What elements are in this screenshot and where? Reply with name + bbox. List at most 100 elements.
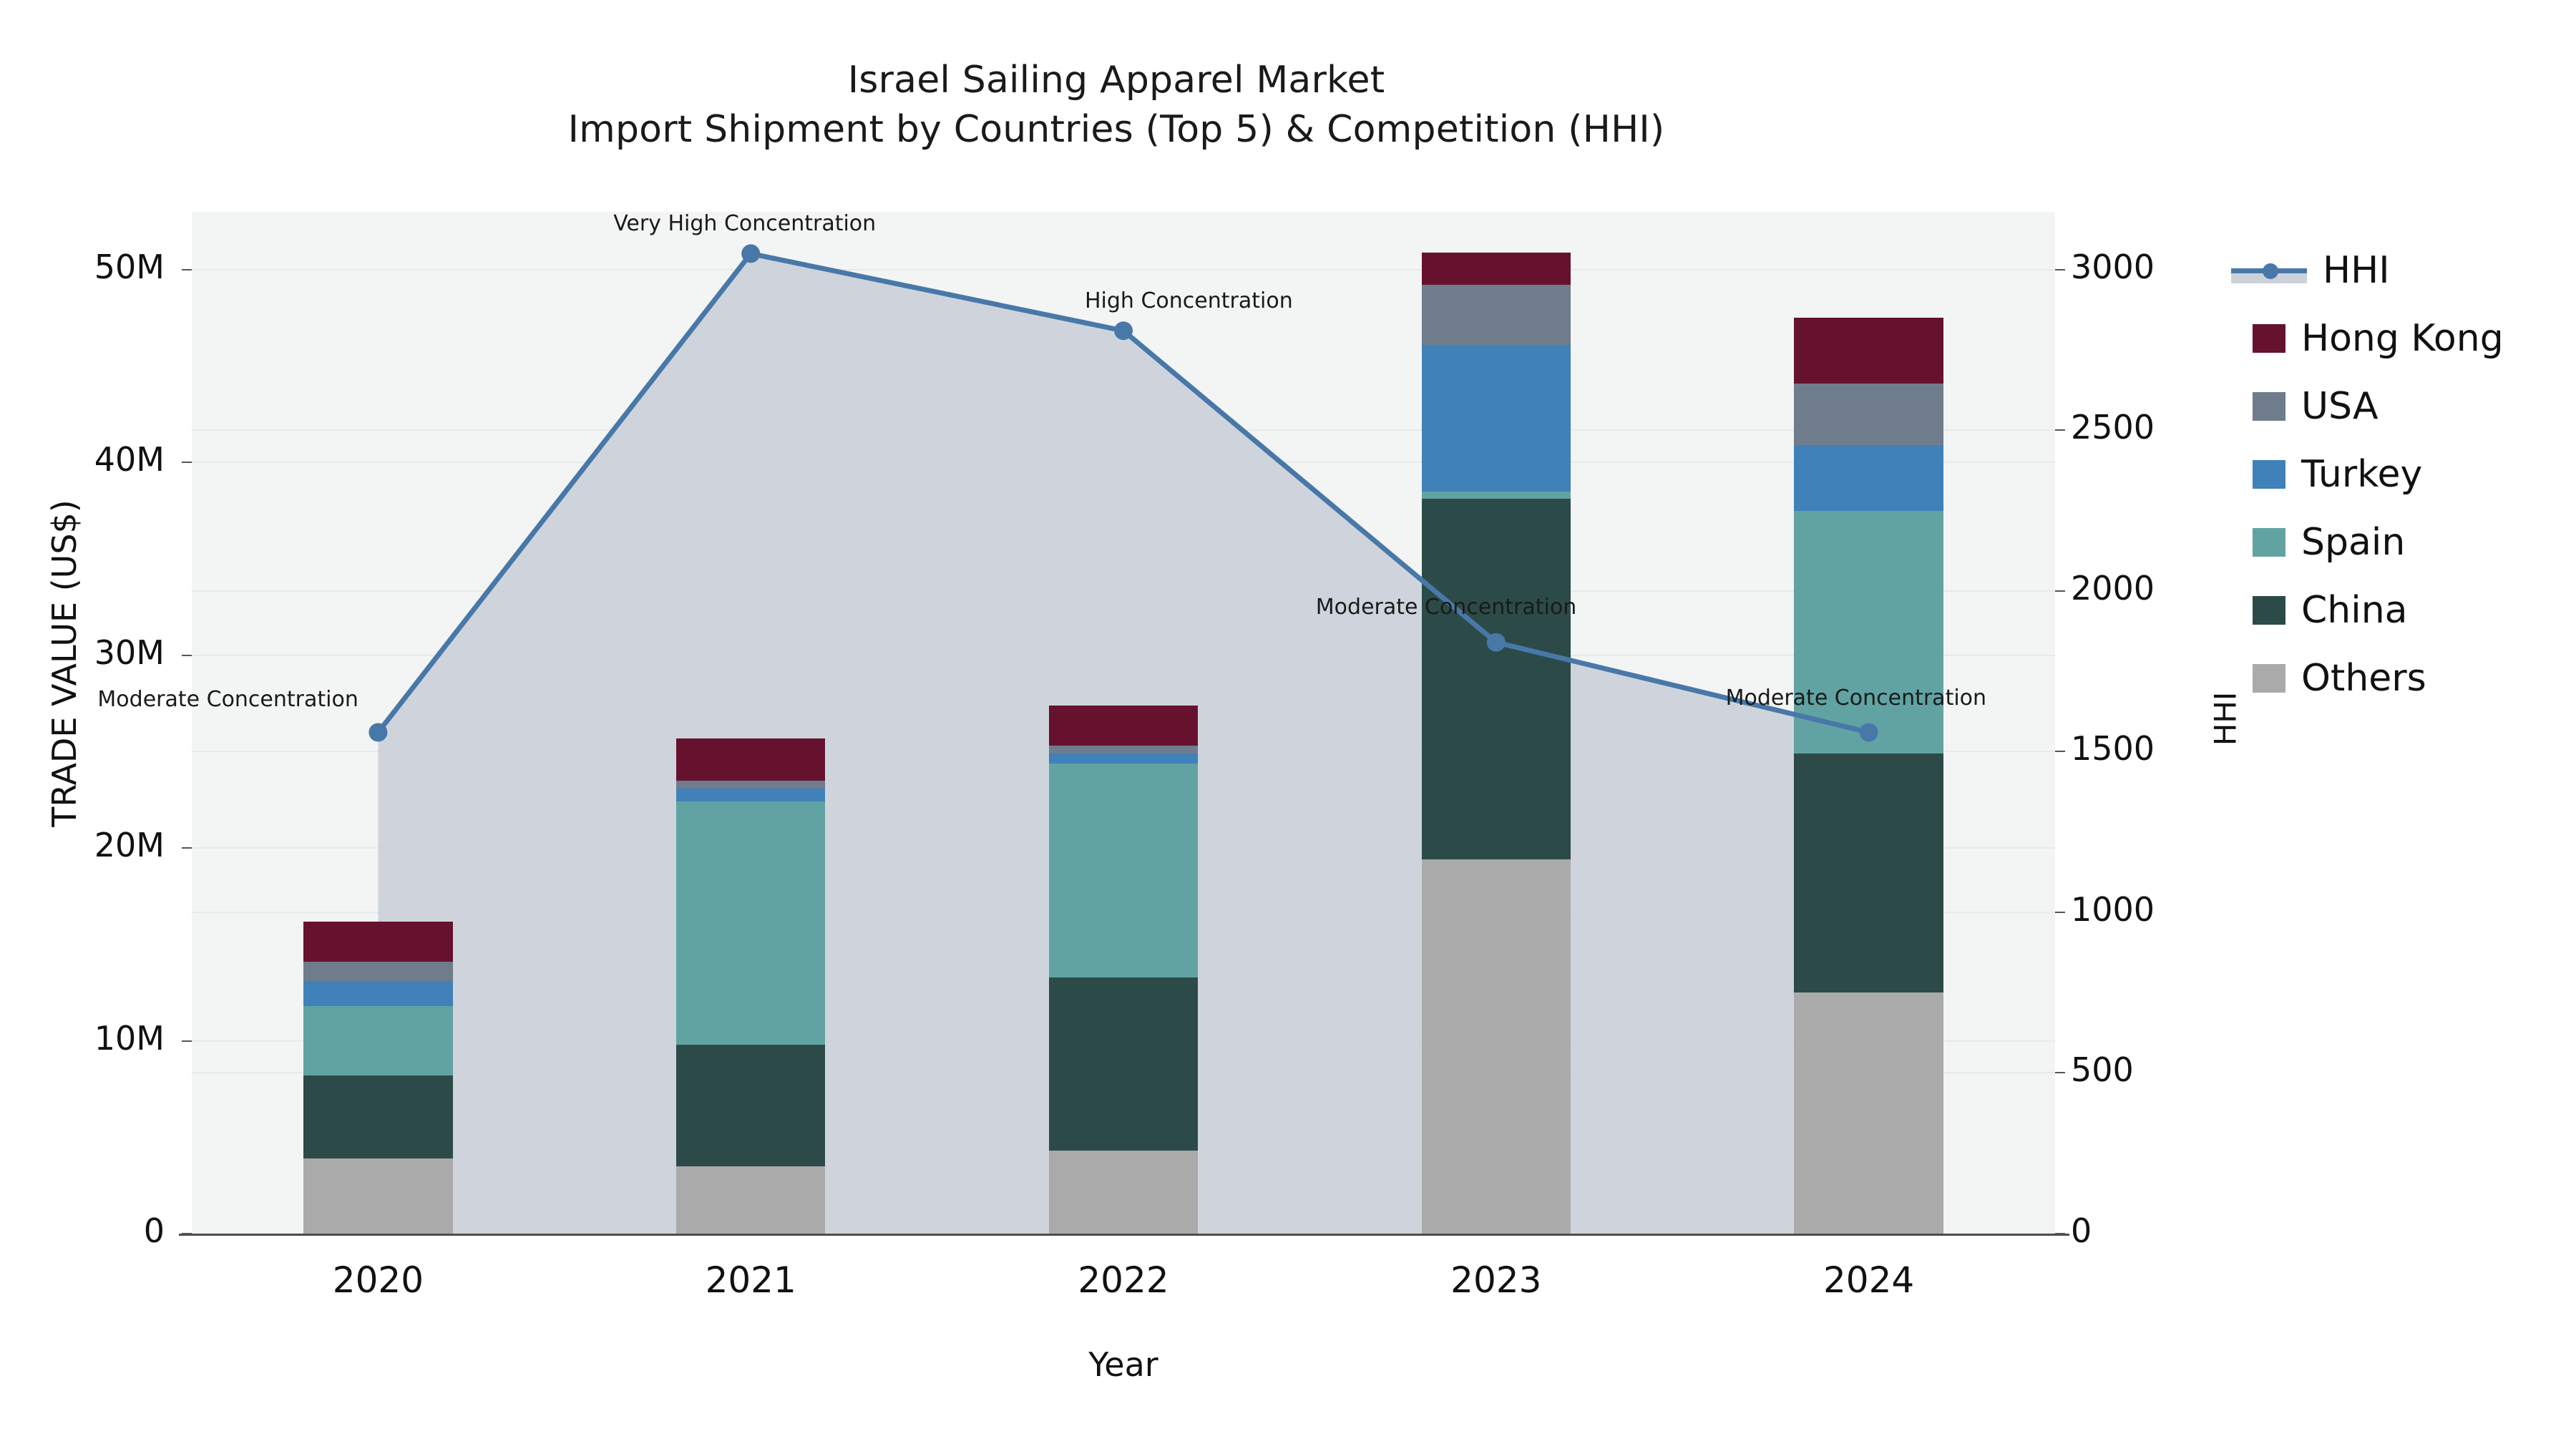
chart-title-line-1: Israel Sailing Apparel Market (847, 59, 1385, 102)
legend-item-spain[interactable]: Spain (2231, 508, 2567, 576)
bar-segment-hong-kong-2024[interactable] (1794, 318, 1943, 384)
legend-item-usa[interactable]: USA (2231, 372, 2567, 440)
legend-swatch-icon (2253, 323, 2285, 353)
legend-item-china[interactable]: China (2231, 576, 2567, 644)
bar-group-2022[interactable] (1048, 212, 1199, 1234)
annotation-2023: Moderate Concentration (1315, 594, 1577, 620)
legend-item-others[interactable]: Others (2231, 644, 2567, 712)
y-right-tick-label-3: 1500 (2071, 729, 2155, 769)
annotation-2022: High Concentration (1085, 288, 1293, 314)
bar-segment-turkey-2024[interactable] (1794, 445, 1943, 511)
y-left-tickmark-1 (182, 1040, 192, 1042)
legend-item-label: Hong Kong (2301, 316, 2504, 360)
chart-title-line-2: Import Shipment by Countries (Top 5) & C… (567, 107, 1665, 151)
y-right-tickmark-3 (2055, 751, 2065, 753)
x-tick-label-2021: 2021 (705, 1259, 796, 1301)
y-left-tick-label-3: 30M (94, 633, 165, 672)
hhi-point-2024[interactable] (1859, 723, 1878, 742)
y-left-tick-label-5: 50M (94, 247, 165, 286)
hhi-point-2022[interactable] (1114, 321, 1133, 341)
annotation-2020: Moderate Concentration (97, 687, 358, 713)
annotation-2021: Very High Concentration (613, 211, 877, 237)
bar-segment-others-2023[interactable] (1421, 859, 1571, 1234)
y-left-tickmark-0 (182, 1233, 192, 1234)
bar-segment-china-2023[interactable] (1421, 499, 1571, 860)
legend-swatch-icon (2253, 459, 2285, 489)
bar-segment-turkey-2023[interactable] (1421, 344, 1571, 492)
x-tick-label-2022: 2022 (1078, 1259, 1169, 1301)
bar-segment-spain-2020[interactable] (303, 1006, 453, 1076)
legend-item-label: Turkey (2301, 452, 2423, 496)
bar-segment-china-2024[interactable] (1794, 753, 1943, 993)
bar-segment-usa-2024[interactable] (1794, 383, 1943, 445)
bar-segment-china-2022[interactable] (1048, 977, 1199, 1151)
y-right-tickmark-6 (2055, 268, 2065, 270)
bar-segment-spain-2021[interactable] (676, 801, 826, 1045)
bar-segment-turkey-2020[interactable] (303, 981, 453, 1007)
bar-group-2020[interactable] (303, 212, 453, 1234)
bar-segment-spain-2022[interactable] (1048, 763, 1199, 977)
bar-segment-usa-2022[interactable] (1048, 746, 1199, 754)
bar-segment-turkey-2022[interactable] (1048, 753, 1199, 763)
bar-segment-turkey-2021[interactable] (676, 788, 826, 802)
bar-segment-hong-kong-2022[interactable] (1048, 705, 1199, 746)
legend-item-turkey[interactable]: Turkey (2231, 440, 2567, 508)
x-tick-label-2020: 2020 (332, 1259, 424, 1301)
bar-segment-hong-kong-2020[interactable] (303, 921, 453, 962)
y-right-tick-label-2: 1000 (2071, 889, 2155, 929)
y-left-tick-label-0: 0 (143, 1211, 165, 1250)
annotation-2024: Moderate Concentration (1725, 686, 1987, 711)
y-right-tick-label-1: 500 (2071, 1050, 2134, 1090)
y-right-tick-label-4: 2000 (2071, 568, 2155, 608)
hhi-point-2020[interactable] (369, 723, 388, 742)
legend-item-hhi[interactable]: HHI (2231, 236, 2567, 304)
y-right-tickmark-5 (2055, 429, 2065, 431)
x-tick-label-2024: 2024 (1823, 1259, 1915, 1301)
legend-swatch-icon (2253, 391, 2285, 421)
y-right-tickmark-1 (2055, 1072, 2065, 1074)
y-left-tickmark-4 (182, 462, 192, 464)
bar-segment-china-2021[interactable] (676, 1044, 826, 1166)
y-left-tick-label-2: 20M (94, 826, 165, 865)
y-right-tickmark-0 (2055, 1233, 2065, 1234)
x-axis-label: Year (1088, 1345, 1158, 1384)
bar-segment-usa-2023[interactable] (1421, 285, 1571, 345)
legend-swatch-icon (2253, 527, 2285, 557)
hhi-line-series[interactable] (192, 212, 2055, 1234)
chart-title: Israel Sailing Apparel Market Import Shi… (0, 56, 2233, 154)
y-right-tickmark-4 (2055, 590, 2065, 592)
legend-item-hong-kong[interactable]: Hong Kong (2231, 304, 2567, 372)
bar-segment-hong-kong-2021[interactable] (676, 738, 826, 781)
bar-segment-spain-2023[interactable] (1421, 491, 1571, 499)
bar-segment-china-2020[interactable] (303, 1075, 453, 1158)
bar-group-2024[interactable] (1794, 212, 1943, 1234)
y-right-tick-label-6: 3000 (2071, 247, 2155, 286)
bar-segment-others-2022[interactable] (1048, 1151, 1199, 1234)
legend-item-label: Others (2301, 656, 2426, 700)
y-right-tick-label-5: 2500 (2071, 408, 2155, 447)
bar-segment-hong-kong-2023[interactable] (1421, 252, 1571, 286)
bar-segment-spain-2024[interactable] (1794, 510, 1943, 754)
x-axis-line-right-stub (2055, 1234, 2069, 1236)
bar-segment-others-2021[interactable] (676, 1166, 826, 1234)
legend-item-label: China (2301, 588, 2408, 632)
legend-item-label: USA (2301, 384, 2379, 428)
bar-segment-usa-2020[interactable] (303, 962, 453, 982)
chart-legend: HHI Hong Kong USA Turkey Spain China Others (2231, 236, 2567, 712)
x-tick-label-2023: 2023 (1450, 1259, 1542, 1301)
bar-group-2021[interactable] (676, 212, 826, 1234)
y-right-tick-label-0: 0 (2071, 1211, 2092, 1250)
bar-group-2023[interactable] (1421, 212, 1571, 1234)
y-left-tick-label-1: 10M (94, 1018, 165, 1058)
bar-segment-others-2020[interactable] (303, 1158, 453, 1234)
legend-swatch-icon (2253, 595, 2285, 625)
y-left-tickmark-5 (182, 268, 192, 270)
x-axis-line (192, 1234, 2055, 1236)
hhi-point-2023[interactable] (1486, 633, 1506, 652)
hhi-point-2021[interactable] (741, 244, 761, 263)
bar-segment-others-2024[interactable] (1794, 992, 1943, 1234)
plot-area: Moderate Concentration Very High Concentr… (97, 211, 2055, 1234)
bar-segment-usa-2021[interactable] (676, 780, 826, 789)
gridline-right-6 (192, 268, 2055, 270)
